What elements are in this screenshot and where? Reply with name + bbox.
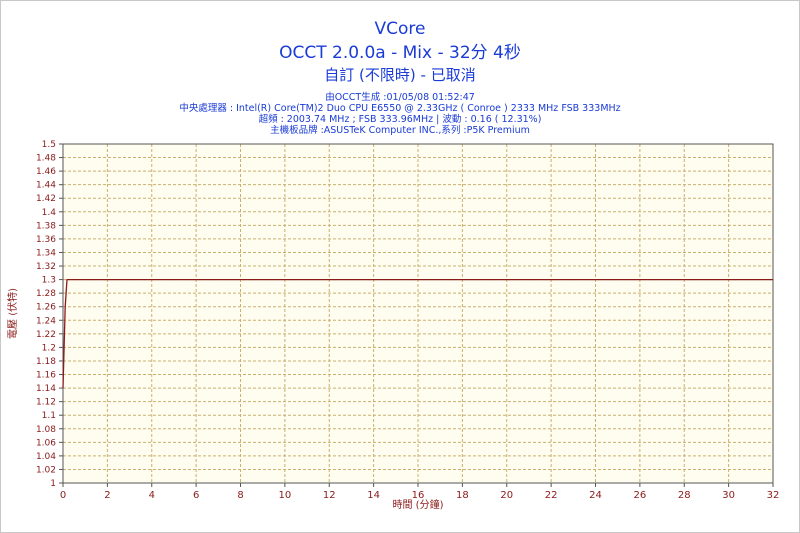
x-tick-label: 12	[323, 490, 336, 501]
y-tick-label: 1.48	[36, 154, 56, 164]
x-tick-label: 24	[589, 490, 602, 501]
info-cpu: 中央處理器 : Intel(R) Core(TM)2 Duo CPU E6550…	[179, 103, 621, 114]
y-tick-label: 1.3	[42, 276, 56, 286]
y-tick-label: 1.24	[36, 316, 56, 326]
x-tick-label: 0	[60, 490, 66, 501]
y-tick-label: 1.04	[36, 452, 56, 462]
x-axis-label: 時間 (分鐘)	[393, 498, 444, 511]
x-tick-label: 16	[412, 490, 425, 501]
x-tick-label: 10	[279, 490, 292, 501]
y-tick-label: 1.4	[42, 208, 57, 218]
y-tick-label: 1.08	[36, 425, 56, 435]
y-tick-label: 1.5	[42, 140, 56, 150]
y-tick-label: 1.18	[36, 357, 56, 367]
x-tick-label: 14	[367, 490, 380, 501]
x-tick-label: 22	[545, 490, 558, 501]
y-tick-label: 1	[50, 479, 56, 489]
x-tick-label: 18	[456, 490, 469, 501]
x-tick-label: 28	[678, 490, 691, 501]
y-tick-label: 1.16	[36, 371, 56, 381]
y-tick-label: 1.2	[42, 343, 56, 353]
y-tick-label: 1.36	[36, 235, 56, 245]
x-tick-label: 8	[237, 490, 243, 501]
series-line-vcore	[62, 278, 773, 389]
x-tick-label: 30	[722, 490, 735, 501]
y-tick-label: 1.44	[36, 181, 56, 191]
y-tick-label: 1.32	[36, 262, 56, 272]
y-tick-label: 1.28	[36, 289, 56, 299]
y-tick-label: 1.34	[36, 248, 56, 258]
x-tick-label: 20	[500, 490, 513, 501]
info-overclock: 超頻 : 2003.74 MHz ; FSB 333.96MHz | 波動 : …	[258, 114, 542, 125]
x-tick-label: 2	[104, 490, 110, 501]
plot-border	[62, 143, 774, 484]
y-tick-label: 1.06	[36, 438, 56, 448]
x-tick-label: 26	[634, 490, 647, 501]
y-tick-label: 1.42	[36, 194, 56, 204]
y-tick-label: 1.12	[36, 398, 56, 408]
x-tick-label: 4	[149, 490, 155, 501]
x-tick-label: 6	[193, 490, 199, 501]
y-tick-label: 1.1	[42, 411, 56, 421]
chart-subtitle-2: 自訂 (不限時) - 已取消	[324, 66, 476, 84]
x-tick-label: 32	[767, 490, 780, 501]
y-tick-label: 1.38	[36, 221, 56, 231]
info-generated: 由OCCT生成 :01/05/08 01:52:47	[325, 92, 475, 103]
chart-subtitle: OCCT 2.0.0a - Mix - 32分 4秒	[279, 43, 521, 63]
y-tick-label: 1.14	[36, 384, 56, 394]
y-tick-label: 1.02	[36, 465, 56, 475]
y-tick-label: 1.22	[36, 330, 56, 340]
y-tick-label: 1.26	[36, 303, 56, 313]
y-tick-label: 1.46	[36, 167, 56, 177]
info-motherboard: 主機板品牌 :ASUSTeK Computer INC.,系列 :P5K Pre…	[270, 125, 530, 136]
chart-title: VCore	[374, 19, 426, 39]
y-axis-label: 電壓 (伏特)	[6, 288, 19, 339]
